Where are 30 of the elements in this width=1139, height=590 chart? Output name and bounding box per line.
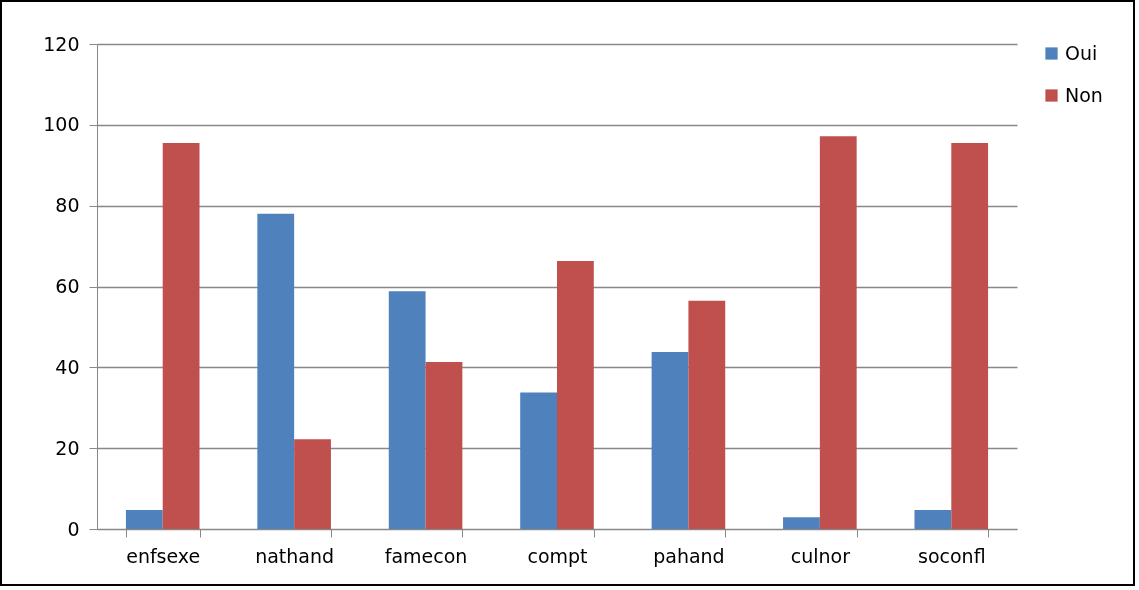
x-tick-label: compt	[527, 544, 588, 567]
bar	[425, 362, 463, 529]
bar	[294, 439, 331, 529]
bar	[557, 261, 594, 529]
bar	[688, 300, 726, 529]
x-tick-label: soconfl	[917, 544, 986, 567]
x-tick-label: nathand	[255, 544, 335, 567]
bar	[162, 143, 200, 529]
y-tick-label: 0	[67, 517, 80, 540]
bar	[257, 213, 295, 529]
bar	[388, 291, 426, 529]
bar	[520, 392, 557, 529]
x-tick-label: famecon	[384, 544, 468, 567]
y-tick-label: 60	[55, 275, 80, 297]
y-tick-label: 100	[43, 113, 80, 136]
y-tick-label: 80	[55, 194, 80, 217]
x-tick-label: enfsexe	[126, 544, 201, 567]
bar	[783, 517, 820, 529]
y-tick-label: 40	[55, 355, 80, 378]
legend-label: Oui	[1065, 41, 1098, 64]
bar	[125, 510, 163, 529]
bar	[651, 351, 689, 529]
legend-label: Non	[1065, 83, 1103, 106]
bar	[914, 510, 952, 529]
y-tick-label: 20	[55, 436, 80, 459]
x-tick-label: culnor	[790, 544, 851, 567]
y-tick-label: 120	[43, 32, 80, 55]
x-tick-label: pahand	[653, 544, 725, 567]
bar	[951, 143, 989, 529]
bar	[819, 136, 857, 529]
